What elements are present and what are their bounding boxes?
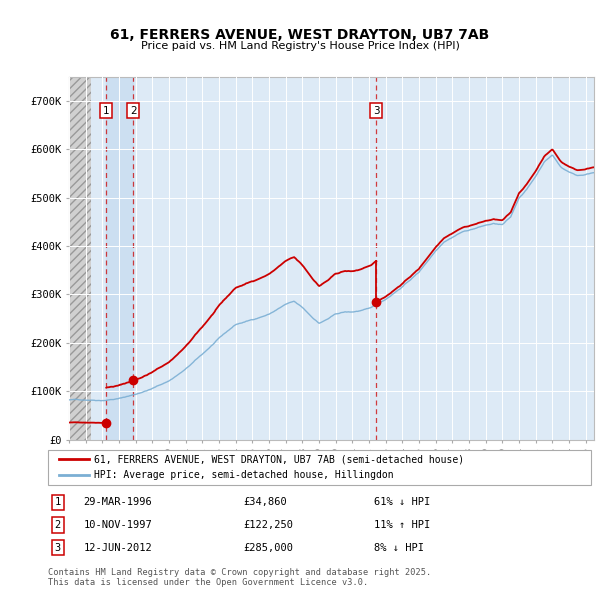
Text: 1: 1 (103, 106, 110, 116)
Text: 3: 3 (373, 106, 380, 116)
Text: 8% ↓ HPI: 8% ↓ HPI (374, 543, 424, 553)
Text: 12-JUN-2012: 12-JUN-2012 (83, 543, 152, 553)
Text: Contains HM Land Registry data © Crown copyright and database right 2025.
This d: Contains HM Land Registry data © Crown c… (48, 568, 431, 587)
Text: 2: 2 (55, 520, 61, 530)
Text: 10-NOV-1997: 10-NOV-1997 (83, 520, 152, 530)
Text: £122,250: £122,250 (244, 520, 293, 530)
Text: £285,000: £285,000 (244, 543, 293, 553)
Text: 61% ↓ HPI: 61% ↓ HPI (374, 497, 430, 507)
Bar (69, 77, 91, 440)
Text: Price paid vs. HM Land Registry's House Price Index (HPI): Price paid vs. HM Land Registry's House … (140, 41, 460, 51)
Text: 29-MAR-1996: 29-MAR-1996 (83, 497, 152, 507)
Text: 11% ↑ HPI: 11% ↑ HPI (374, 520, 430, 530)
Bar (106, 77, 133, 440)
Text: 1: 1 (55, 497, 61, 507)
Text: 3: 3 (55, 543, 61, 553)
Text: £34,860: £34,860 (244, 497, 287, 507)
FancyBboxPatch shape (48, 450, 591, 485)
Text: 2: 2 (130, 106, 137, 116)
Text: HPI: Average price, semi-detached house, Hillingdon: HPI: Average price, semi-detached house,… (94, 470, 394, 480)
Text: 61, FERRERS AVENUE, WEST DRAYTON, UB7 7AB: 61, FERRERS AVENUE, WEST DRAYTON, UB7 7A… (110, 28, 490, 42)
Text: 61, FERRERS AVENUE, WEST DRAYTON, UB7 7AB (semi-detached house): 61, FERRERS AVENUE, WEST DRAYTON, UB7 7A… (94, 454, 464, 464)
